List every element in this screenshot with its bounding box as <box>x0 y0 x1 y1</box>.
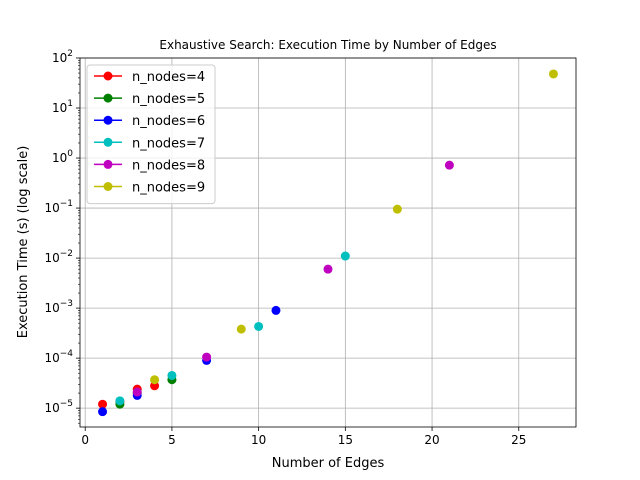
y-tick-label: 10−2 <box>44 249 73 265</box>
data-point <box>98 399 108 409</box>
legend-label: n_nodes=9 <box>132 181 205 196</box>
legend-label: n_nodes=5 <box>132 92 205 107</box>
data-point <box>340 251 350 261</box>
data-point <box>236 324 246 334</box>
legend-label: n_nodes=6 <box>132 114 205 129</box>
chart-title: Exhaustive Search: Execution Time by Num… <box>159 38 496 52</box>
data-point <box>548 69 558 79</box>
plot-area-frame <box>79 57 577 428</box>
y-tick-label: 102 <box>52 49 73 65</box>
data-point <box>323 264 333 274</box>
data-point <box>254 321 264 331</box>
x-tick-label: 10 <box>251 433 266 447</box>
x-axis-label: Number of Edges <box>272 456 385 471</box>
data-point <box>98 407 108 417</box>
x-tick-label: 25 <box>511 433 526 447</box>
y-axis-ticks: 10−5 10−4 10−3 10−2 10−1 100 101 102 <box>44 49 80 424</box>
legend-marker <box>103 159 113 169</box>
y-tick-label: 101 <box>52 99 73 115</box>
legend-marker <box>103 93 113 103</box>
legend-label: n_nodes=8 <box>132 158 205 173</box>
data-point <box>271 305 281 315</box>
legend-box <box>86 64 216 205</box>
data-point <box>392 204 402 214</box>
data-point <box>202 352 212 362</box>
legend-marker <box>103 182 113 191</box>
data-point <box>132 387 142 397</box>
x-tick-label: 20 <box>424 433 439 447</box>
y-tick-label: 10−1 <box>44 199 73 215</box>
x-tick-label: 5 <box>168 433 176 447</box>
legend: n_nodes=4 n_nodes=5 n_nodes=6 n_nodes=7 n_no… <box>86 64 216 205</box>
legend-label: n_nodes=7 <box>132 136 205 151</box>
data-point <box>167 370 177 380</box>
y-axis-label: Execution Time (s) (log scale) <box>16 146 31 339</box>
x-axis-ticks: 0 5 10 15 20 25 <box>81 427 526 447</box>
legend-label: n_nodes=4 <box>132 70 205 85</box>
points-layer <box>98 69 558 417</box>
data-point <box>150 375 160 385</box>
y-tick-label: 10−3 <box>44 299 73 315</box>
legend-marker <box>103 115 113 125</box>
legend-marker <box>103 71 113 81</box>
y-tick-label: 100 <box>52 149 73 165</box>
y-tick-label: 10−4 <box>44 349 73 365</box>
data-point <box>444 160 454 170</box>
y-tick-label: 10−5 <box>44 399 73 415</box>
x-tick-label: 15 <box>338 433 353 447</box>
data-point <box>115 396 125 406</box>
x-tick-label: 0 <box>81 433 89 447</box>
legend-marker <box>103 137 113 147</box>
